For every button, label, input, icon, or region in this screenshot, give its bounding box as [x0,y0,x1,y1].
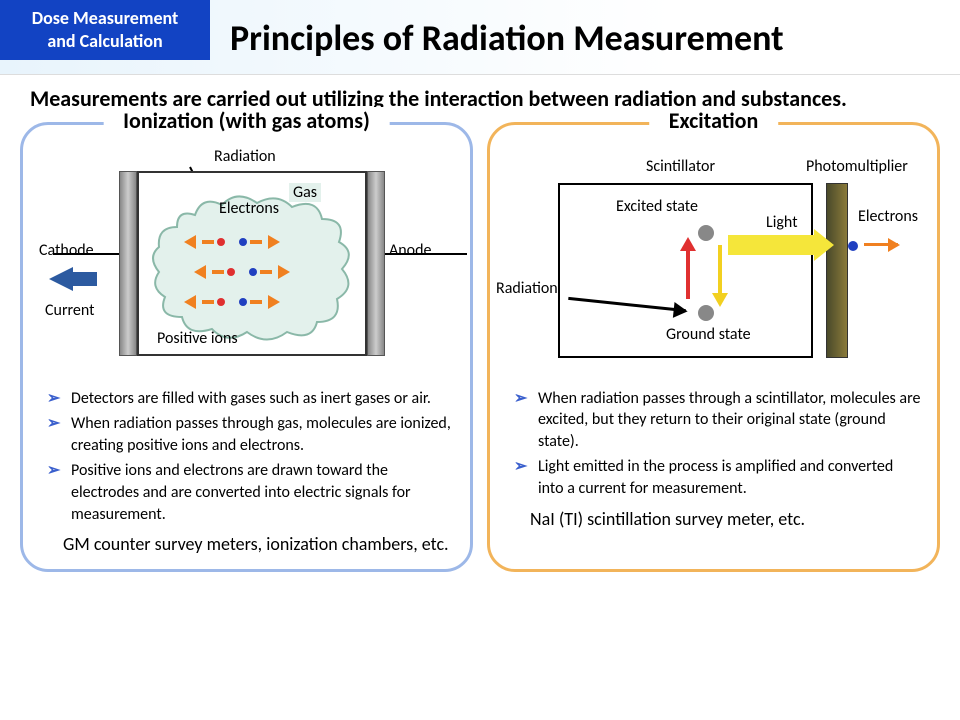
current-arrow-icon [49,267,73,291]
scintillator-label: Scintillator [646,157,715,176]
exc-bullet-1: When radiation passes through a scintill… [514,388,921,453]
radiation-label-2: Radiation [496,279,558,298]
anode-label: Anode [389,241,431,260]
ionization-title: Ionization (with gas atoms) [103,107,390,134]
photomultiplier-strip-icon [826,183,848,358]
decay-down-arrow-icon [718,245,722,297]
ionization-examples: GM counter survey meters, ionization cha… [39,533,454,555]
ground-state-label: Ground state [666,325,751,344]
exc-bullet-2: Light emitted in the process is amplifie… [514,456,921,499]
wire-right-icon [385,253,467,255]
current-label: Current [45,301,94,320]
ion-pair-icon [194,265,290,279]
wire-left-icon [53,253,119,255]
cathode-electrode-icon [119,171,137,356]
electrons-label-2: Electrons [858,207,918,226]
gas-label: Gas [289,183,321,202]
header-bar: Dose Measurement and Calculation Princip… [0,0,960,75]
badge-line-1: Dose Measurement [0,7,210,30]
excitation-diagram: Scintillator Photomultiplier Excited sta… [506,143,921,378]
excitation-examples: NaI (TI) scintillation survey meter, etc… [506,508,921,530]
electrons-label: Electrons [219,199,279,218]
photomultiplier-label: Photomultiplier [806,157,908,176]
photoelectron-dot-icon [848,241,858,251]
light-label: Light [766,213,798,232]
excited-dot-icon [698,225,714,241]
ionization-panel: Ionization (with gas atoms) Radiation Ga… [20,122,473,573]
excitation-title: Excitation [649,107,779,134]
electron-arrow-icon [864,243,898,246]
excitation-panel: Excitation Scintillator Photomultiplier … [487,122,940,573]
ion-pair-icon [184,235,280,249]
light-beam-arrow-icon [728,235,816,255]
excitation-bullets: When radiation passes through a scintill… [506,388,921,500]
page-title: Principles of Radiation Measurement [230,16,784,60]
ion-bullet-2: When radiation passes through gas, molec… [47,413,454,456]
ion-pair-icon [184,295,280,309]
anode-electrode-icon [367,171,385,356]
category-badge: Dose Measurement and Calculation [0,0,210,60]
positive-ions-label: Positive ions [157,329,238,348]
cathode-label: Cathode [39,241,94,260]
ion-bullet-3: Positive ions and electrons are drawn to… [47,460,454,525]
badge-line-2: and Calculation [0,30,210,53]
ground-dot-icon [698,305,714,321]
excite-up-arrow-icon [686,247,690,299]
ionization-diagram: Radiation Gas Electrons Positive ions [39,143,454,378]
radiation-label: Radiation [214,147,276,166]
ionization-bullets: Detectors are filled with gases such as … [39,388,454,526]
panels-row: Ionization (with gas atoms) Radiation Ga… [0,122,960,573]
ion-bullet-1: Detectors are filled with gases such as … [47,388,454,410]
excited-state-label: Excited state [616,197,698,216]
